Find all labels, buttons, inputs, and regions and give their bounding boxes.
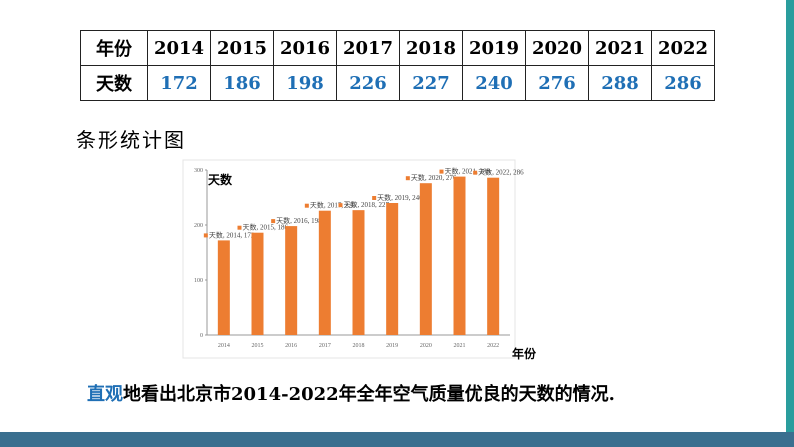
- data-label: 天数, 2022, 286: [478, 168, 524, 177]
- table-cell: 226: [336, 65, 400, 101]
- table-cell: 288: [588, 65, 652, 101]
- label-marker: [271, 219, 276, 224]
- x-tick-label: 2021: [454, 343, 466, 349]
- x-axis-label: 年份: [512, 346, 537, 361]
- table-cell: 2016: [273, 30, 337, 66]
- bar: [285, 226, 298, 335]
- bar: [318, 210, 331, 335]
- y-tick-label: 0: [200, 333, 203, 339]
- label-marker: [237, 225, 242, 230]
- y-axis-label: 天数: [208, 172, 233, 187]
- y-tick-label: 300: [194, 168, 203, 174]
- x-tick-label: 2014: [218, 343, 230, 349]
- table-cell: 2015: [210, 30, 274, 66]
- x-tick-label: 2018: [353, 343, 365, 349]
- caption: 直观地看出北京市2014-2022年全年空气质量优良的天数的情况.: [87, 380, 615, 406]
- x-tick-label: 2015: [252, 343, 264, 349]
- table-cell: 276: [525, 65, 589, 101]
- y-tick-label: 100: [194, 278, 203, 284]
- label-marker: [372, 196, 377, 200]
- table-cell: 2018: [399, 30, 463, 66]
- x-tick-label: 2022: [487, 343, 499, 349]
- label-marker: [405, 176, 410, 181]
- table-cell: 2020: [525, 30, 589, 66]
- bar: [352, 210, 365, 335]
- table-cell: 286: [651, 65, 715, 101]
- bar: [453, 176, 466, 335]
- table-row: 天数 172 186 198 226 227 240 276 288 286: [80, 65, 715, 101]
- x-tick-label: 2020: [420, 343, 432, 349]
- data-table: 年份 2014 2015 2016 2017 2018 2019 2020 2021 2022 天数…: [80, 30, 715, 101]
- data-label: 天数, 2019, 240: [377, 193, 423, 202]
- data-label: 天数, 2014, 172: [209, 230, 255, 239]
- table-cell: 240: [462, 65, 526, 101]
- caption-text: 地看出北京市2014-2022年全年空气质量优良的天数的情况.: [123, 384, 615, 405]
- table-cell: 186: [210, 65, 274, 101]
- decor-strip: [0, 432, 794, 447]
- label-marker: [338, 203, 343, 208]
- label-marker: [439, 169, 444, 174]
- table-cell: 2019: [462, 30, 526, 66]
- label-marker: [473, 170, 478, 175]
- x-tick-label: 2019: [386, 343, 398, 349]
- chart-frame: [182, 159, 516, 359]
- data-label: 天数, 2020, 276: [411, 173, 457, 182]
- x-tick-label: 2017: [319, 343, 331, 349]
- table-cell: 172: [147, 65, 211, 101]
- bar: [386, 203, 399, 335]
- data-label: 天数, 2018, 227: [344, 200, 390, 209]
- data-label: 天数, 2017, 226: [310, 201, 356, 210]
- label-marker: [203, 233, 208, 238]
- table-cell: 天数: [80, 65, 148, 101]
- decor-edge: [786, 0, 794, 447]
- section-title: 条形统计图: [76, 128, 186, 152]
- data-label: 天数, 2016, 198: [276, 216, 322, 225]
- bar: [419, 183, 432, 335]
- data-label: 天数, 2015, 186: [243, 223, 289, 232]
- data-label: 天数, 2021, 288: [445, 167, 491, 176]
- table-cell: 2017: [336, 30, 400, 66]
- bar: [217, 240, 230, 335]
- x-tick-label: 2016: [285, 343, 297, 349]
- bar: [487, 177, 500, 335]
- table-cell: 2022: [651, 30, 715, 66]
- table-row: 年份 2014 2015 2016 2017 2018 2019 2020 2021 2022: [80, 30, 715, 66]
- table-cell: 227: [399, 65, 463, 101]
- table-cell: 2014: [147, 30, 211, 66]
- bar: [251, 232, 264, 335]
- caption-highlight: 直观: [87, 384, 123, 405]
- label-marker: [304, 203, 309, 208]
- y-tick-label: 200: [194, 223, 203, 229]
- table-cell: 198: [273, 65, 337, 101]
- table-cell: 年份: [80, 30, 148, 66]
- table-cell: 2021: [588, 30, 652, 66]
